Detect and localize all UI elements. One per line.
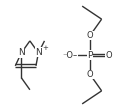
Text: O: O	[106, 50, 113, 60]
Text: O: O	[87, 70, 93, 79]
Text: N: N	[35, 48, 42, 57]
Text: O: O	[87, 31, 93, 40]
Text: +: +	[42, 45, 48, 51]
Text: P: P	[87, 50, 93, 60]
Text: N: N	[18, 48, 25, 57]
Text: ⁻O–: ⁻O–	[62, 50, 78, 60]
